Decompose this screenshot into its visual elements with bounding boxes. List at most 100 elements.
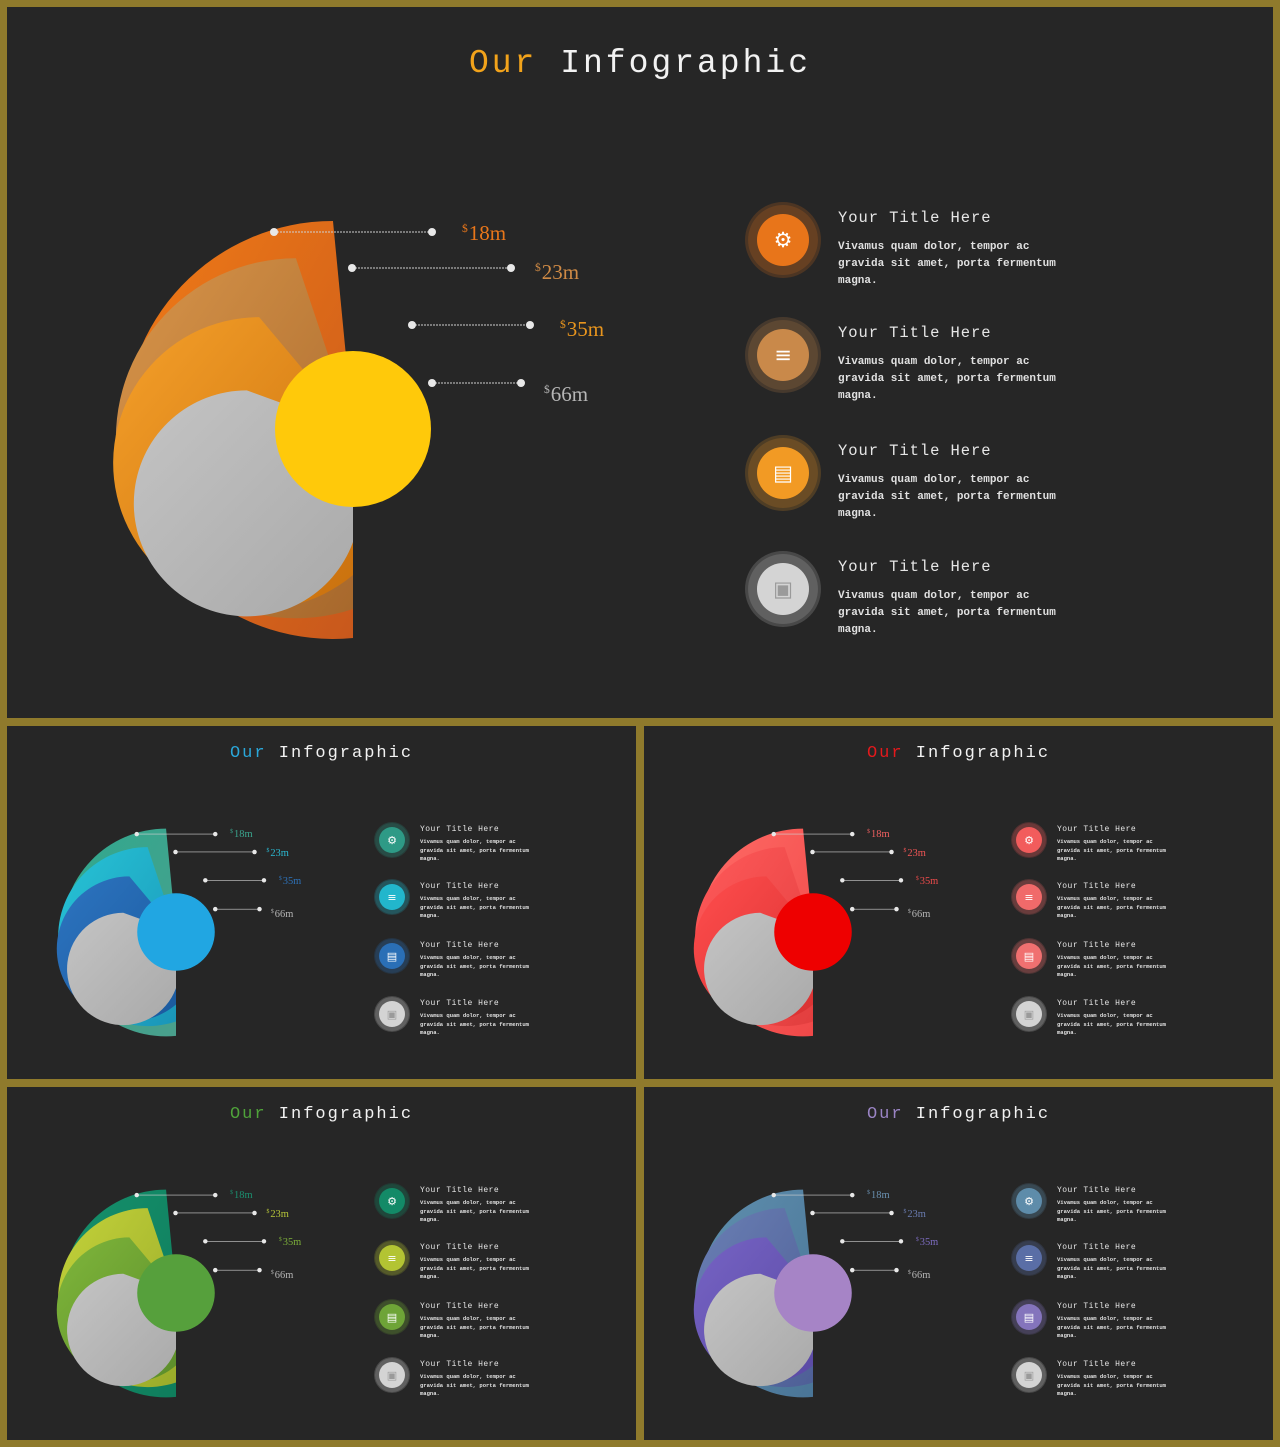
body-line: magna. (1057, 912, 1077, 919)
icon-inner: ▤ (1016, 943, 1042, 969)
body-line: Vivamus quam dolor, tempor ac (420, 1373, 516, 1380)
slide-3: Our Infographic $18m $23m $35m $66m ⚙ Your Tit… (644, 726, 1273, 1079)
body-line: Vivamus quam dolor, tempor ac (838, 474, 1030, 486)
value-label: $18m (230, 1190, 252, 1201)
slide-title: Our Infographic (7, 1105, 636, 1124)
value-amount: 66m (911, 1269, 931, 1281)
item-title: Your Title Here (1057, 999, 1137, 1008)
value-label: $23m (266, 1209, 288, 1220)
body-line: Vivamus quam dolor, tempor ac (1057, 1373, 1153, 1380)
title-accent-word: Our (229, 1105, 267, 1124)
body-line: Vivamus quam dolor, tempor ac (1057, 1012, 1153, 1019)
value-amount: 35m (566, 317, 605, 341)
center-circle (137, 1254, 215, 1332)
leader-dot-end (428, 228, 436, 236)
body-line: Vivamus quam dolor, tempor ac (1057, 1199, 1153, 1206)
center-circle (774, 893, 852, 971)
lock-icon: ▣ (386, 1368, 398, 1382)
value-amount: 66m (274, 908, 294, 920)
value-amount: 18m (871, 828, 890, 840)
item-title: Your Title Here (1057, 1360, 1137, 1369)
item-body: Vivamus quam dolor, tempor ac gravida sit… (838, 472, 1056, 523)
item-body: Vivamus quam dolor, tempor ac gravida sit… (838, 354, 1056, 405)
leader-dot-end (261, 1239, 267, 1244)
currency-symbol: $ (560, 318, 566, 331)
item-title: Your Title Here (838, 324, 992, 342)
leader-dot-end (898, 1239, 904, 1244)
ring-chart (56, 1189, 267, 1398)
icon-badge: ⚙ (748, 205, 818, 275)
currency-symbol: $ (230, 828, 234, 835)
gear-icon: ⚙ (387, 1194, 397, 1208)
leader-dot-start (173, 849, 178, 855)
value-label: $23m (266, 848, 288, 859)
item-title: Your Title Here (420, 1302, 500, 1311)
body-line: magna. (838, 624, 878, 636)
leader-dot-start (840, 878, 845, 883)
title-accent-word: Our (229, 744, 267, 763)
icon-badge: ▤ (1012, 1300, 1046, 1334)
leader-dot-end (507, 264, 515, 272)
icon-inner: ⚙ (1016, 1188, 1042, 1214)
value-label: $66m (271, 909, 293, 920)
body-line: magna. (1057, 855, 1077, 862)
body-line: gravida sit amet, porta fermentum (420, 962, 529, 970)
leader-dot-end (257, 1267, 262, 1273)
body-line: magna. (1057, 1029, 1077, 1036)
item-title: Your Title Here (838, 442, 992, 460)
body-line: gravida sit amet, porta fermentum (420, 1381, 529, 1389)
body-line: magna. (420, 855, 440, 862)
leader-dot-start (428, 379, 436, 387)
slide-title: Our Infographic (7, 744, 636, 763)
title-accent-word: Our (468, 45, 538, 82)
body-line: magna. (838, 508, 878, 520)
icon-inner: ⚙ (379, 1188, 405, 1214)
slide-4: Our Infographic $18m $23m $35m $66m ⚙ Your Tit… (7, 1087, 636, 1440)
slide-1: Our Infographic $18m $23m $35m $66m ⚙ Your Tit… (7, 7, 1273, 718)
item-body: Vivamus quam dolor, tempor ac gravida sit… (420, 1012, 529, 1038)
item-title: Your Title Here (1057, 1186, 1137, 1195)
lock-icon: ▣ (1023, 1007, 1035, 1021)
icon-inner: ⚙ (379, 827, 405, 853)
item-body: Vivamus quam dolor, tempor ac gravida sit… (1057, 1373, 1166, 1399)
lock-icon: ▣ (1023, 1368, 1035, 1382)
body-line: magna. (420, 912, 440, 919)
currency-symbol: $ (278, 876, 282, 883)
leader-dot-end (261, 878, 267, 883)
leader-dot-start (134, 831, 139, 837)
body-line: gravida sit amet, porta fermentum (420, 1264, 529, 1272)
body-line: Vivamus quam dolor, tempor ac (1057, 954, 1153, 961)
leader-dot-end (850, 831, 855, 837)
body-line: magna. (838, 390, 878, 402)
value-amount: 18m (234, 1189, 253, 1201)
gear-icon: ⚙ (1024, 1194, 1034, 1208)
body-line: magna. (838, 275, 878, 287)
slide-title: Our Infographic (644, 744, 1273, 763)
currency-symbol: $ (867, 828, 871, 835)
leader-dot-start (270, 228, 278, 236)
body-line: Vivamus quam dolor, tempor ac (420, 1256, 516, 1263)
currency-symbol: $ (907, 1269, 911, 1276)
currency-symbol: $ (535, 261, 541, 274)
title-accent-word: Our (866, 1105, 904, 1124)
body-line: gravida sit amet, porta fermentum (420, 1020, 529, 1028)
value-label: $35m (279, 876, 301, 887)
icon-badge: ▤ (375, 939, 409, 973)
value-label: $35m (560, 317, 604, 342)
body-line: Vivamus quam dolor, tempor ac (420, 895, 516, 902)
body-line: Vivamus quam dolor, tempor ac (1057, 1315, 1153, 1322)
item-title: Your Title Here (420, 941, 500, 950)
currency-symbol: $ (903, 848, 907, 854)
body-line: Vivamus quam dolor, tempor ac (1057, 838, 1153, 845)
item-title: Your Title Here (838, 558, 992, 576)
value-amount: 18m (871, 1189, 890, 1201)
icon-badge: ⚙ (1012, 823, 1046, 857)
item-body: Vivamus quam dolor, tempor ac gravida sit… (1057, 1315, 1166, 1341)
item-body: Vivamus quam dolor, tempor ac gravida sit… (1057, 838, 1166, 864)
item-body: Vivamus quam dolor, tempor ac gravida sit… (838, 588, 1056, 639)
item-title: Your Title Here (1057, 1243, 1137, 1252)
icon-inner: ⚙ (1016, 827, 1042, 853)
wifi-icon: ≡ (1024, 890, 1034, 904)
leader-dot-end (526, 321, 534, 329)
icon-inner: ▣ (379, 1001, 405, 1027)
